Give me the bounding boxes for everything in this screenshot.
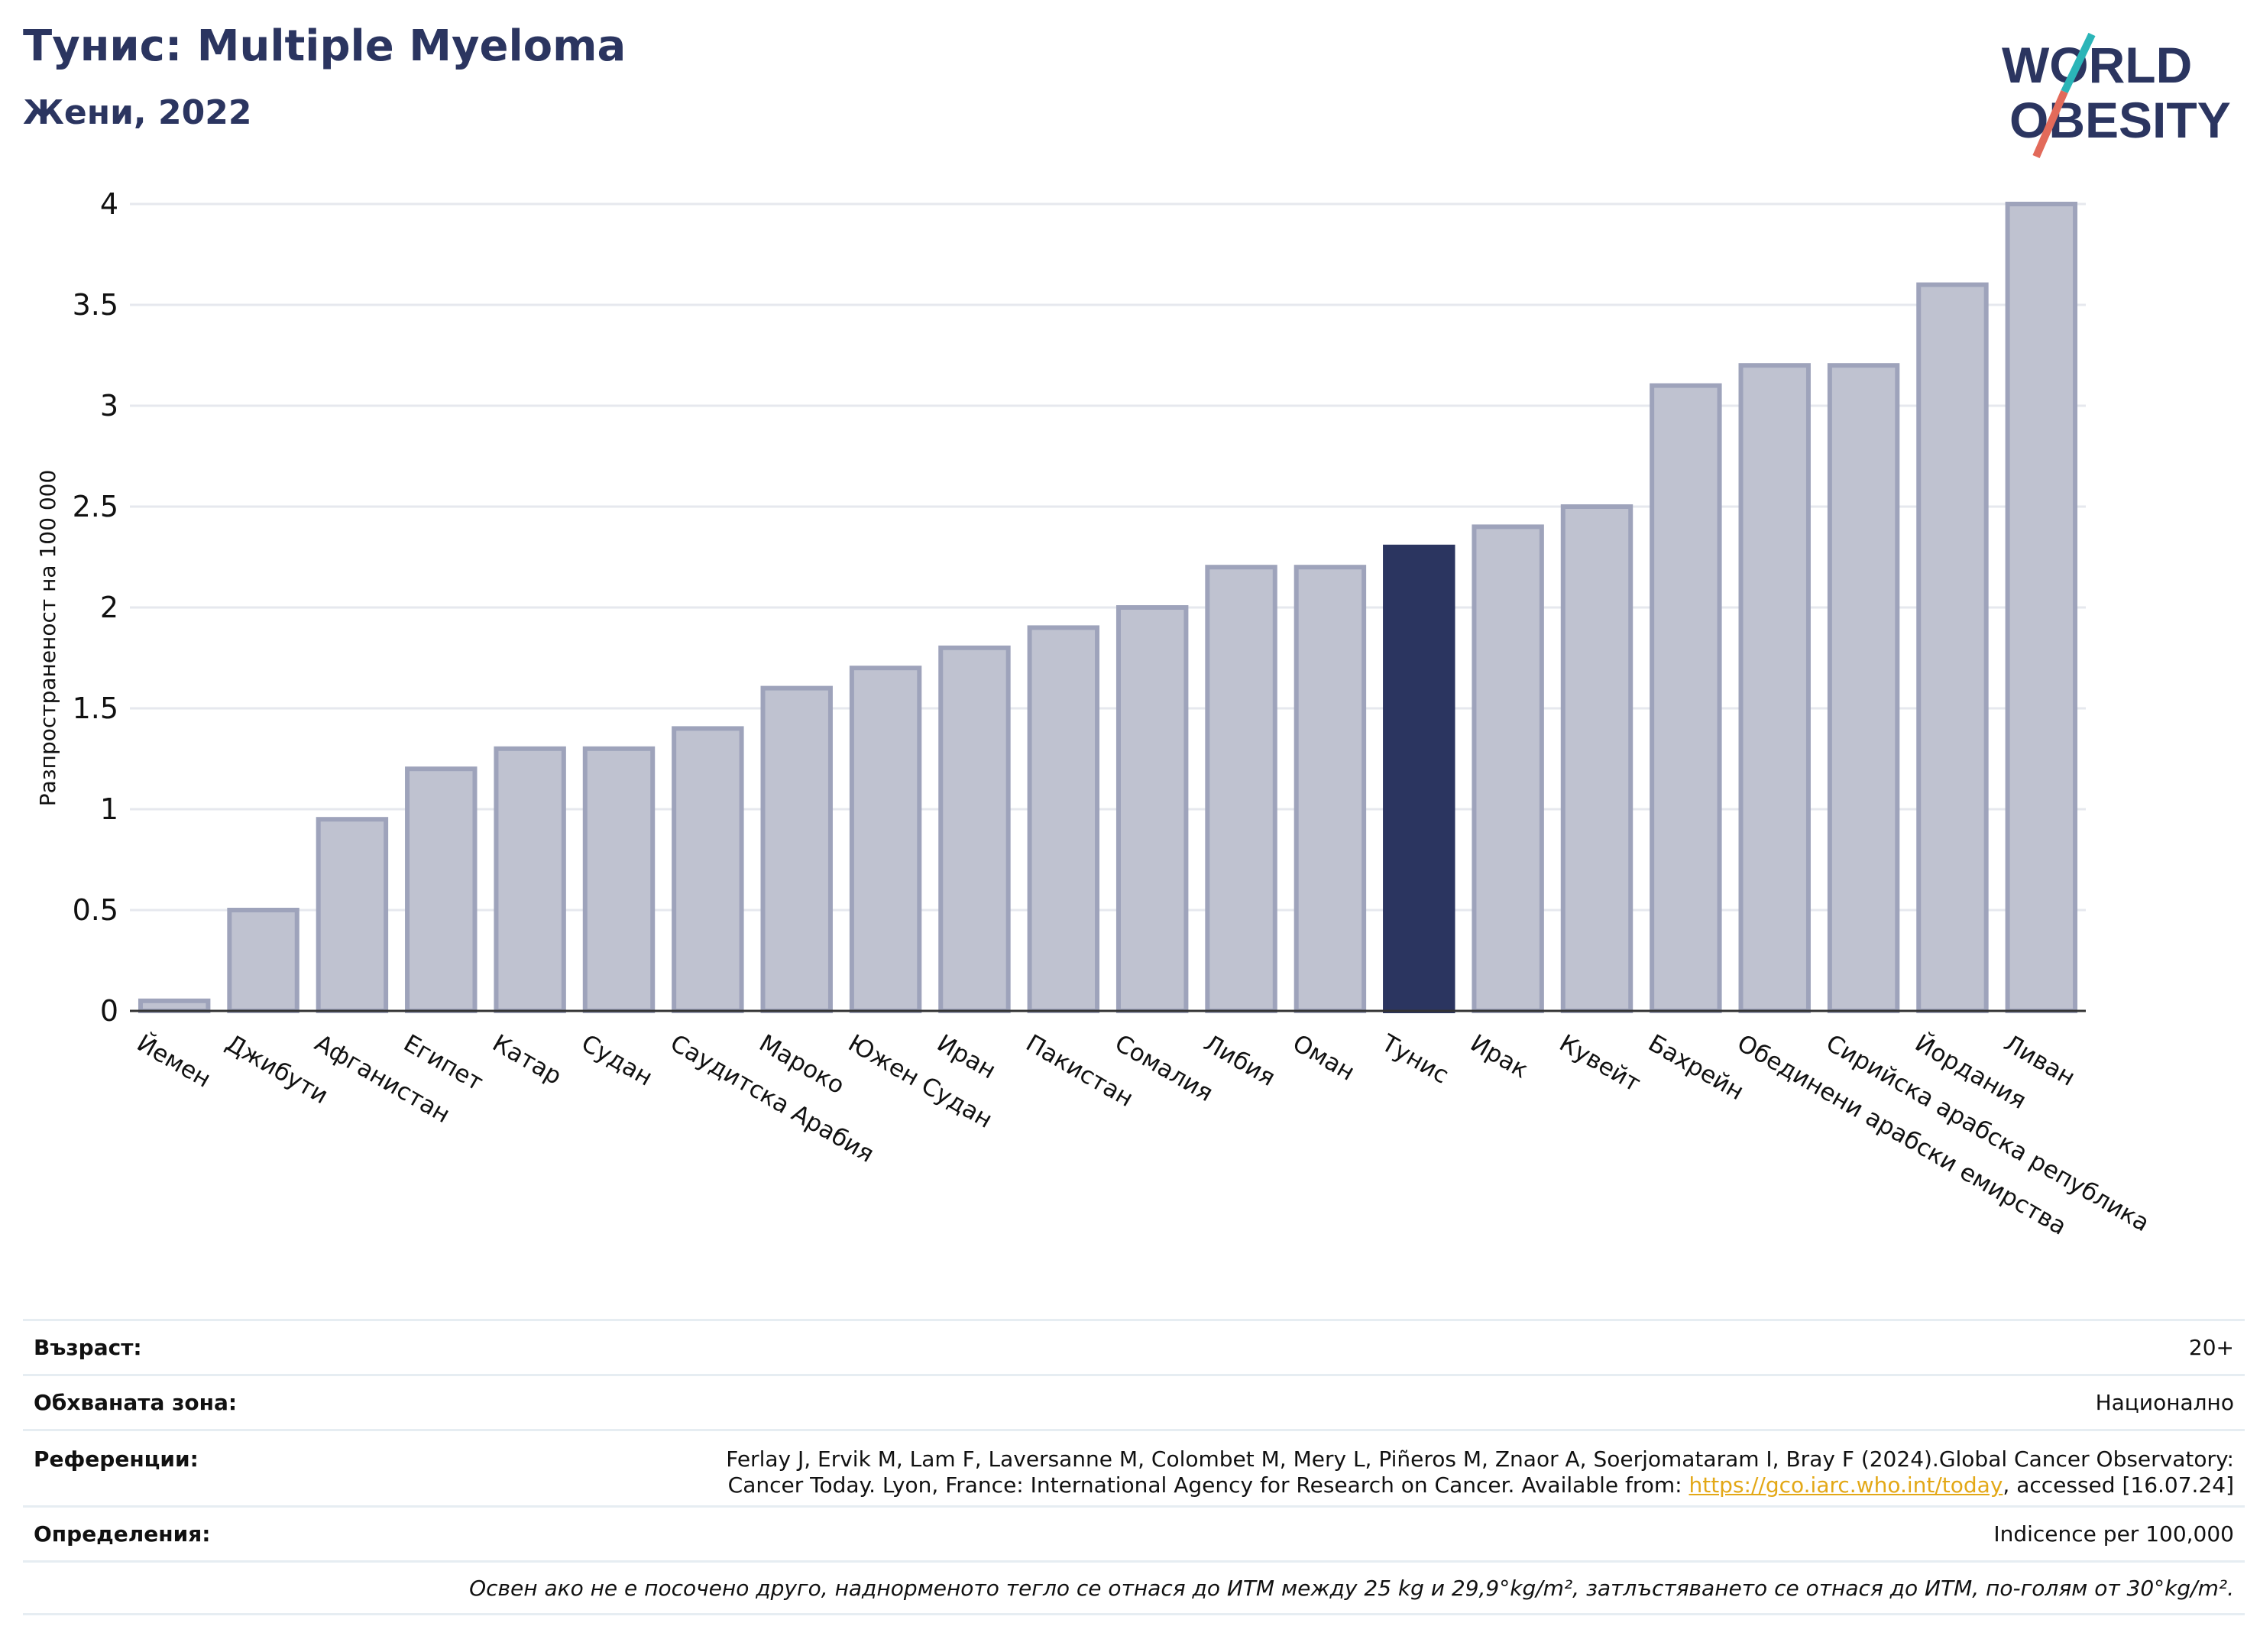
bar xyxy=(1916,282,1989,1014)
bar xyxy=(672,726,744,1014)
bar xyxy=(2005,202,2078,1013)
references-line-1: Ferlay J, Ervik M, Lam F, Laversanne M, … xyxy=(726,1446,2234,1472)
bar xyxy=(316,817,389,1013)
age-value: 20+ xyxy=(2188,1335,2234,1360)
bar-highlighted xyxy=(1383,544,1455,1013)
bar xyxy=(849,666,922,1013)
y-axis-label: Разпространеност на 100 000 xyxy=(35,470,60,807)
definitions-label: Определения: xyxy=(34,1521,211,1547)
x-tick-label: Бахрейн xyxy=(1643,1029,1748,1106)
y-tick-label: 3.5 xyxy=(73,288,118,322)
bar xyxy=(1294,565,1367,1013)
bar xyxy=(1027,625,1100,1014)
page-subtitle: Жени, 2022 xyxy=(23,93,252,132)
bar xyxy=(582,746,656,1013)
page-title: Тунис: Multiple Myeloma xyxy=(23,21,627,71)
logo-word-world: WORLD xyxy=(2002,37,2192,93)
definitions-value: Indicence per 100,000 xyxy=(1993,1521,2234,1547)
age-label: Възраст: xyxy=(34,1335,142,1360)
bar xyxy=(1827,363,1900,1013)
bar xyxy=(1115,605,1189,1013)
info-row-area: Обхваната зона: Национално xyxy=(23,1374,2245,1429)
y-tick-label: 4 xyxy=(100,187,118,221)
info-row-age: Възраст: 20+ xyxy=(23,1319,2245,1374)
references-line-2-pre: Cancer Today. Lyon, France: Internationa… xyxy=(727,1472,1689,1498)
y-axis-ticks: 0 0.5 1 1.5 2 2.5 3 3.5 4 xyxy=(73,187,118,1028)
x-tick-label: Иран xyxy=(932,1029,1000,1084)
references-link[interactable]: https://gco.iarc.who.int/today xyxy=(1689,1472,2003,1498)
y-tick-label: 2 xyxy=(100,591,118,624)
bar xyxy=(405,766,478,1013)
references-value: Ferlay J, Ervik M, Lam F, Laversanne M, … xyxy=(726,1446,2234,1498)
bar xyxy=(1738,363,1811,1013)
area-value: Национално xyxy=(2095,1390,2234,1415)
info-table: Възраст: 20+ Обхваната зона: Национално … xyxy=(23,1319,2245,1615)
y-tick-label: 3 xyxy=(100,389,118,423)
x-tick-label: Катар xyxy=(487,1029,566,1090)
x-tick-label: Оман xyxy=(1288,1029,1359,1087)
info-row-definitions: Определения: Indicence per 100,000 xyxy=(23,1505,2245,1560)
x-tick-label: Сирийска арабска република xyxy=(1821,1029,2154,1237)
y-tick-label: 1.5 xyxy=(73,692,118,725)
info-row-note: Освен ако не е посочено друго, наднормен… xyxy=(23,1560,2245,1615)
x-tick-label: Ирак xyxy=(1465,1029,1533,1084)
x-tick-label: Судан xyxy=(577,1029,657,1092)
y-tick-label: 1 xyxy=(100,792,118,826)
references-line-2-post: , accessed [16.07.24] xyxy=(2003,1472,2234,1498)
chart-bars xyxy=(138,202,2078,1014)
y-tick-label: 2.5 xyxy=(73,490,118,523)
bar xyxy=(1560,504,1633,1013)
footnote: Освен ако не е посочено друго, наднормен… xyxy=(469,1575,2234,1601)
bar-chart: 0 0.5 1 1.5 2 2.5 3 3.5 4 Йемен ДжибутиАфганистан… xyxy=(35,187,2154,1241)
x-tick-label: Тунис xyxy=(1376,1029,1453,1090)
bar xyxy=(938,645,1011,1013)
bar xyxy=(227,908,299,1013)
logo-slash-coral xyxy=(2032,90,2068,158)
info-row-references: Референции: Ferlay J, Ervik M, Lam F, La… xyxy=(23,1429,2245,1505)
bar xyxy=(760,685,833,1013)
y-tick-label: 0 xyxy=(100,994,118,1028)
logo-slash-teal xyxy=(2061,32,2096,94)
area-label: Обхваната зона: xyxy=(34,1390,238,1415)
y-tick-label: 0.5 xyxy=(73,893,118,927)
world-obesity-logo: WORLD OBESITY xyxy=(2002,32,2231,158)
x-tick-label: Йемен xyxy=(132,1029,215,1093)
bar xyxy=(1472,524,1544,1013)
references-label: Референции: xyxy=(34,1446,199,1472)
bar xyxy=(1650,383,1722,1014)
bar xyxy=(138,998,211,1014)
bar xyxy=(494,746,566,1013)
bar xyxy=(1205,565,1277,1013)
x-tick-label: Кувейт xyxy=(1555,1029,1645,1097)
